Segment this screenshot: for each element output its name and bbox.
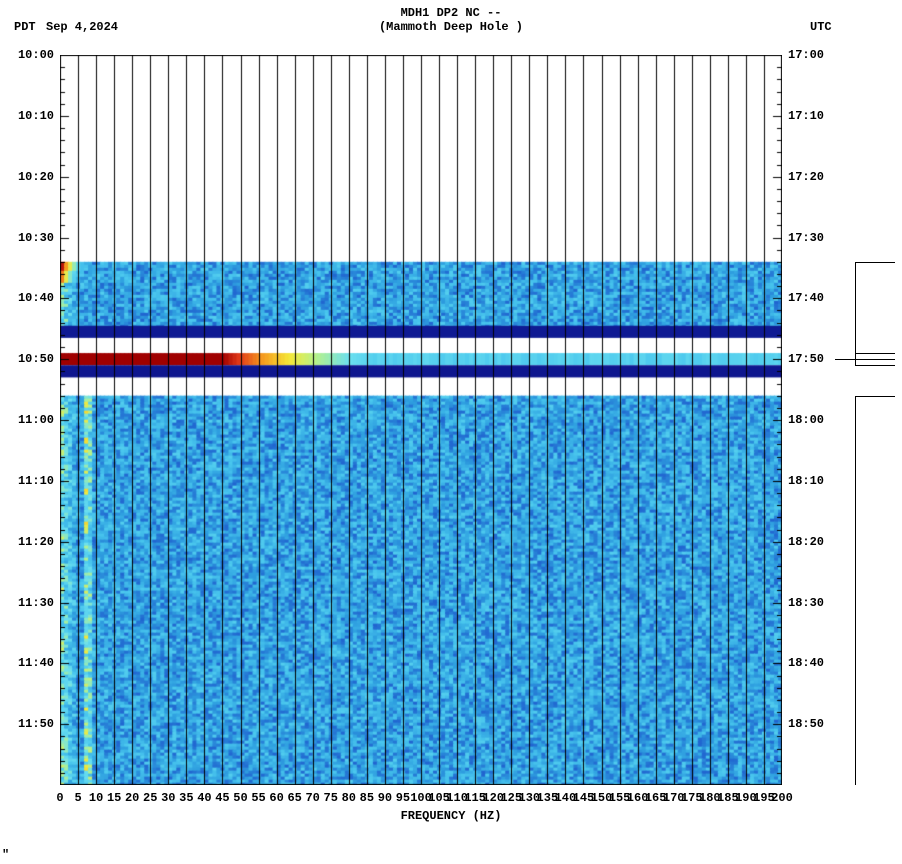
x-tick: 200 [771,791,793,805]
y-right-tick: 18:50 [788,717,824,731]
y-left-tick: 11:30 [0,596,54,610]
y-right-tick: 17:30 [788,231,824,245]
x-tick: 40 [197,791,211,805]
y-left-tick: 11:20 [0,535,54,549]
x-tick: 35 [179,791,193,805]
x-tick: 25 [143,791,157,805]
y-left-tick: 10:30 [0,231,54,245]
y-right-tick: 17:10 [788,109,824,123]
y-left-tick: 11:50 [0,717,54,731]
side-mark-h [855,262,895,263]
y-left-tick: 10:50 [0,352,54,366]
side-mark-h [835,359,895,360]
spectrogram-plot [60,55,782,785]
x-axis-label: FREQUENCY (HZ) [0,809,902,823]
y-right-tick: 18:10 [788,474,824,488]
title-line1: MDH1 DP2 NC -- [0,6,902,20]
timezone-right: UTC [810,20,832,34]
y-left-tick: 10:10 [0,109,54,123]
x-tick: 45 [215,791,229,805]
x-tick: 20 [125,791,139,805]
x-tick: 80 [342,791,356,805]
side-mark-h [855,396,895,397]
x-tick: 50 [233,791,247,805]
y-left-tick: 11:40 [0,656,54,670]
x-tick: 10 [89,791,103,805]
y-right-tick: 17:50 [788,352,824,366]
side-mark-h [855,353,895,354]
y-right-tick: 17:20 [788,170,824,184]
side-mark-v [855,353,856,365]
x-tick: 30 [161,791,175,805]
x-tick: 65 [287,791,301,805]
y-left-tick: 10:40 [0,291,54,305]
x-tick: 15 [107,791,121,805]
side-mark-v [855,396,856,785]
x-tick: 90 [378,791,392,805]
x-tick: 0 [56,791,63,805]
x-tick: 70 [305,791,319,805]
grid-canvas [60,55,782,785]
y-left-tick: 11:00 [0,413,54,427]
x-tick: 5 [74,791,81,805]
y-right-tick: 17:40 [788,291,824,305]
x-tick: 75 [324,791,338,805]
x-tick: 55 [251,791,265,805]
y-right-tick: 17:00 [788,48,824,62]
y-right-tick: 18:30 [788,596,824,610]
side-mark-h [855,365,895,366]
y-right-tick: 18:00 [788,413,824,427]
y-left-tick: 10:20 [0,170,54,184]
side-mark-v [855,262,856,353]
x-tick: 60 [269,791,283,805]
title-line2: (Mammoth Deep Hole ) [0,20,902,34]
y-left-tick: 10:00 [0,48,54,62]
y-right-tick: 18:20 [788,535,824,549]
y-left-tick: 11:10 [0,474,54,488]
x-tick: 95 [396,791,410,805]
footer-mark: " [2,848,9,862]
y-right-tick: 18:40 [788,656,824,670]
x-tick: 85 [360,791,374,805]
